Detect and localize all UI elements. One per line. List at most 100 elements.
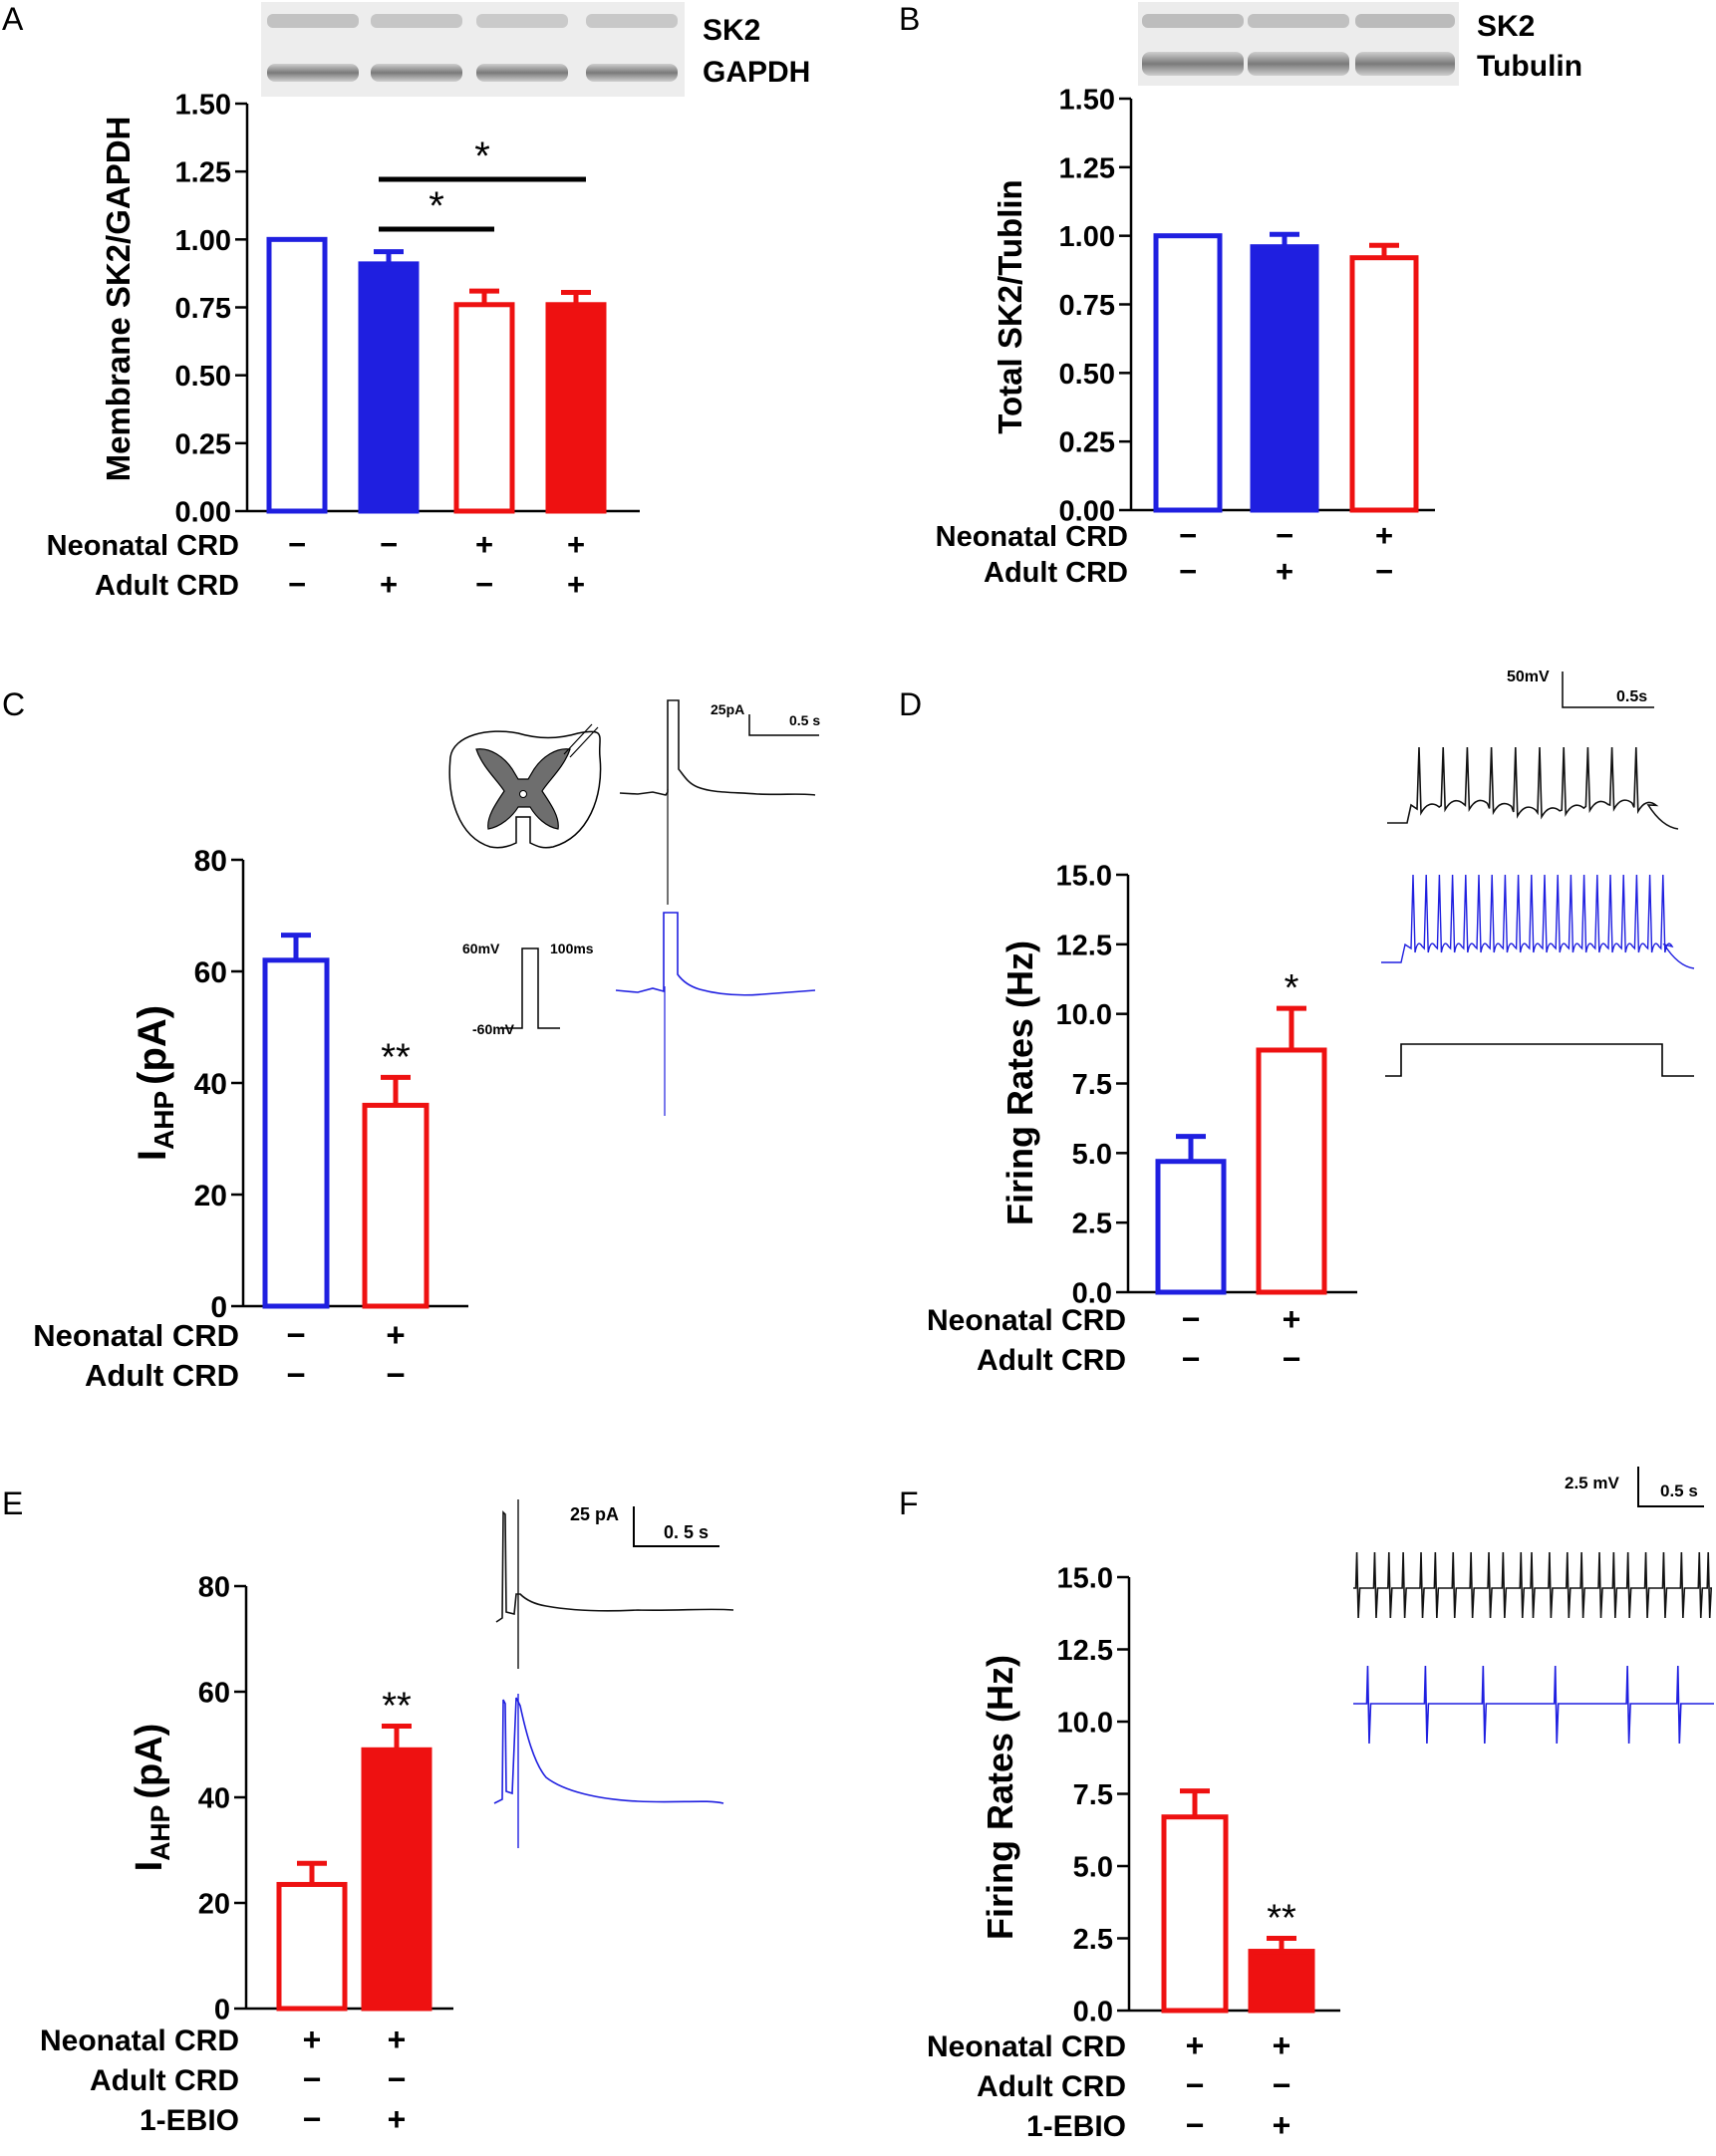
scale-bar-c [748,714,819,736]
trace-e-blue [493,1697,724,1804]
bar [1256,1047,1327,1295]
y-tick-label: 1.50 [1059,84,1115,116]
y-label-subscript: AHP [148,1091,179,1150]
condition-mark: + [380,567,398,602]
blot-a-label-gapdh: GAPDH [703,56,810,89]
trace-f-black [1353,1551,1713,1619]
condition-mark: + [303,2021,322,2057]
condition-mark: − [286,1316,305,1353]
chart-a: 0.00 0.25 0.50 0.75 1.00 1.25 1.50 Membrane SK2… [47,89,640,602]
condition-mark: − [1375,554,1393,589]
y-label-unit: (pA) [129,1724,170,1799]
condition-mark: + [1375,518,1393,553]
scale-d-time: 0.5s [1616,688,1647,705]
current-step-d [1385,1043,1694,1077]
condition-mark: + [388,2021,407,2057]
scale-d-voltage: 50mV [1507,669,1550,685]
trace-e-black [495,1510,734,1623]
y-tick-label: 1.00 [1059,221,1115,253]
y-tick-label: 10.0 [1057,1707,1113,1739]
scale-bar-f [1637,1467,1704,1507]
condition-mark: − [380,527,398,562]
condition-mark: + [386,1316,405,1353]
western-blot-b: SK2 Tubulin [1138,2,1582,86]
inset-e: 25 pA 0. 5 s [493,1499,734,1848]
condition-mark: − [1182,1301,1201,1337]
inset-d: 50mV 0.5s [1381,669,1695,1077]
y-label-main: I [131,1150,174,1161]
condition-mark: + [1283,1301,1301,1337]
y-label-subscript: AHP [145,1805,175,1861]
bar [453,302,515,514]
condition-mark: − [386,1356,405,1393]
y-tick-label: 1.50 [175,89,231,121]
scale-e-time: 0. 5 s [664,1522,709,1542]
y-tick-label: 0.25 [1059,427,1115,459]
scale-e-current: 25 pA [570,1504,619,1524]
condition-mark: − [1182,1341,1201,1377]
y-tick-label: 0.0 [1072,1277,1112,1309]
condition-mark: + [567,567,585,602]
blot-a-label-sk2: SK2 [703,14,760,47]
condition-mark: + [1276,554,1293,589]
y-axis-label: Firing Rates (Hz) [980,1655,1020,1940]
step-c-duration: 100ms [550,941,594,956]
bar [1155,1159,1227,1295]
condition-label: Neonatal CRD [40,2024,239,2057]
scale-c-time: 0.5 s [789,712,820,728]
y-tick-label: 2.5 [1073,1924,1113,1956]
bar [361,1747,432,2012]
y-tick-label: 0.0 [1073,1996,1113,2027]
y-axis-label: IAHP (pA) [131,1005,179,1161]
chart-d: 0.0 2.5 5.0 7.5 10.0 12.5 15.0 Firing Rates (Hz… [927,860,1357,1377]
y-tick-label: 5.0 [1073,1851,1113,1883]
voltage-step-c [500,947,560,1029]
condition-mark: − [303,2061,322,2097]
condition-label: 1-EBIO [140,2104,239,2137]
y-tick-label: 0 [214,1994,230,2025]
significance-label: ** [381,1036,411,1078]
y-tick-label: 12.5 [1056,930,1112,961]
condition-mark: + [475,527,493,562]
condition-label: 1-EBIO [1026,2110,1126,2143]
y-tick-label: 0.75 [1059,290,1115,322]
trace-d-blue [1381,874,1695,969]
y-tick-label: 0 [210,1291,227,1324]
y-tick-label: 15.0 [1056,860,1112,892]
step-c-low: -60mV [472,1021,515,1037]
y-tick-label: 0.50 [175,361,231,393]
condition-mark: − [303,2101,322,2137]
y-tick-label: 0.50 [1059,359,1115,391]
y-tick-label: 7.5 [1072,1069,1112,1101]
condition-mark: − [388,2061,407,2097]
y-tick-label: 0.00 [1059,495,1115,527]
scale-c-current: 25pA [711,701,744,717]
y-tick-label: 20 [198,1888,230,1920]
bar [276,1881,348,2012]
condition-mark: − [288,527,306,562]
trace-d-black [1387,746,1679,830]
blot-b-label-sk2: SK2 [1477,10,1535,43]
condition-label: Adult CRD [977,2070,1126,2103]
bar [545,302,607,514]
bar [1248,1949,1315,2014]
y-tick-label: 5.0 [1072,1139,1112,1171]
condition-mark: − [1276,518,1293,553]
y-tick-label: 60 [198,1677,230,1709]
condition-mark: + [567,527,585,562]
western-blot-a: SK2 GAPDH [261,2,810,97]
y-axis-label: IAHP (pA) [129,1724,175,1872]
y-label-main: I [129,1861,170,1872]
bar [358,261,420,514]
y-label-unit: (pA) [131,1005,174,1085]
y-tick-label: 1.00 [175,225,231,257]
panel-letter-c: C [2,686,25,722]
condition-label: Neonatal CRD [927,1304,1126,1337]
step-c-high: 60mV [462,941,500,956]
scale-bar-d [1562,672,1654,708]
condition-mark: − [1186,2067,1205,2103]
condition-mark: + [1273,2107,1291,2143]
condition-mark: − [288,567,306,602]
